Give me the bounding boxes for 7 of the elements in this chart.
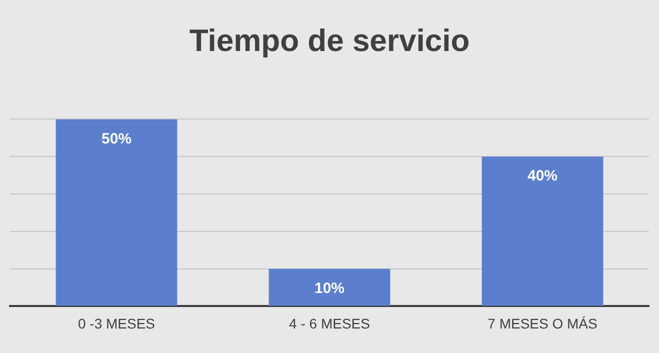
x-tick-label: 0 -3 MESES (78, 315, 156, 332)
data-label: 10% (314, 280, 345, 297)
x-tick-label: 4 - 6 MESES (289, 315, 370, 332)
data-label: 40% (527, 168, 558, 185)
data-label: 50% (101, 130, 132, 148)
chart-title: Tiempo de servicio (189, 23, 470, 58)
x-tick-label: 7 MESES O MÁS (488, 315, 598, 332)
